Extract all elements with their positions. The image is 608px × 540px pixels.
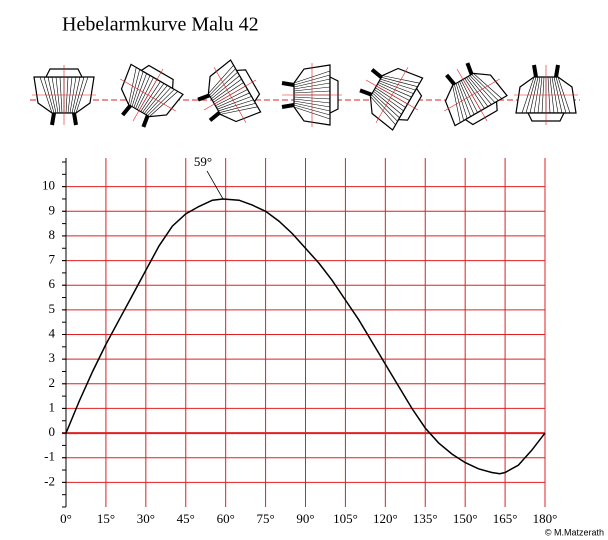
- keel: [281, 81, 295, 87]
- chart-title: Hebelarmkurve Malu 42: [62, 14, 259, 36]
- keel: [370, 68, 383, 79]
- hull-icon: [197, 59, 262, 123]
- hull-icon: [359, 67, 424, 131]
- hull-icon: [444, 62, 508, 127]
- y-tick-label: -2: [44, 473, 55, 488]
- deckhouse: [464, 100, 498, 126]
- x-tick-label: 15°: [97, 511, 115, 526]
- x-tick-label: 75°: [256, 511, 274, 526]
- x-tick-label: 45°: [177, 511, 195, 526]
- keel: [554, 64, 560, 78]
- red-axis: [456, 68, 488, 122]
- red-axis: [203, 79, 257, 111]
- keel: [50, 112, 56, 126]
- x-tick-label: 135°: [413, 511, 438, 526]
- red-axis: [132, 68, 164, 122]
- deckhouse: [397, 87, 423, 121]
- x-tick-label: 30°: [137, 511, 155, 526]
- x-tick-label: 180°: [533, 511, 558, 526]
- curve: [65, 198, 546, 475]
- y-tick-label: 7: [49, 252, 56, 267]
- x-tick-label: 105°: [333, 511, 358, 526]
- deckhouse: [140, 64, 174, 90]
- x-tick-label: 0°: [60, 511, 72, 526]
- keel: [121, 104, 132, 117]
- x-tick-label: 150°: [453, 511, 478, 526]
- x-tick-label: 165°: [493, 511, 518, 526]
- y-tick-label: -1: [44, 449, 55, 464]
- keel: [72, 112, 78, 126]
- hull-icons: [32, 59, 578, 131]
- hull-icon: [514, 64, 578, 125]
- y-tick-label: 3: [49, 350, 56, 365]
- y-tick-label: 9: [49, 202, 56, 217]
- x-tick-label: 120°: [373, 511, 398, 526]
- keel: [208, 111, 221, 122]
- y-tick-label: 6: [49, 276, 56, 291]
- red-axis: [365, 79, 419, 111]
- keel: [141, 114, 150, 128]
- hull-icon: [120, 63, 184, 128]
- credit: © M.Matzerath: [545, 527, 604, 537]
- hull-icon: [281, 63, 342, 127]
- keel: [465, 62, 474, 76]
- y-tick-label: 10: [42, 178, 55, 193]
- y-tick-label: 8: [49, 227, 56, 242]
- x-tick-label: 90°: [296, 511, 314, 526]
- x-tick-label: 60°: [217, 511, 235, 526]
- keel: [281, 103, 295, 109]
- keel: [532, 64, 538, 78]
- y-tick-label: 1: [49, 399, 56, 414]
- y-tick-label: 2: [49, 375, 56, 390]
- annotation-leader: [206, 170, 224, 200]
- annotation: 59°: [194, 154, 212, 169]
- keel: [445, 73, 456, 86]
- keel: [359, 88, 373, 97]
- hull-icon: [32, 65, 96, 126]
- keel: [197, 93, 211, 102]
- deckhouse: [235, 69, 261, 103]
- y-tick-label: 4: [49, 325, 56, 340]
- y-tick-label: 5: [49, 301, 56, 316]
- y-tick-label: 0: [49, 424, 56, 439]
